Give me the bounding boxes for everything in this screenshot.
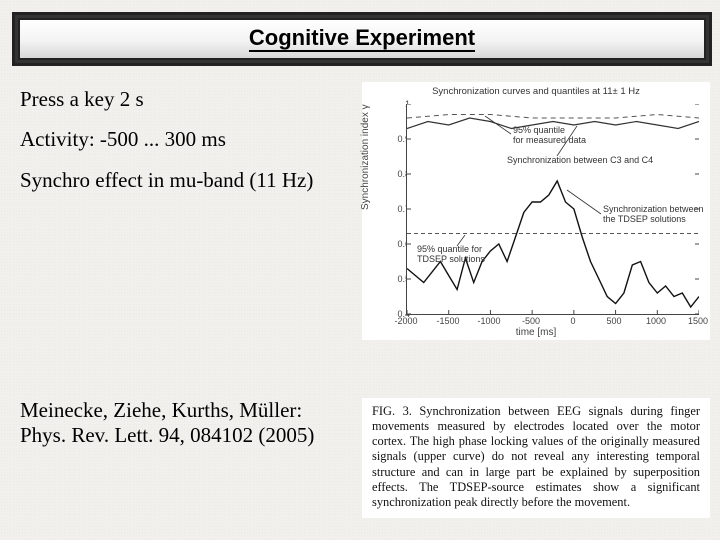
title-inner: Cognitive Experiment <box>18 18 706 60</box>
figure-caption: FIG. 3. Synchronization between EEG sign… <box>362 398 710 518</box>
body-line-1: Press a key 2 s <box>20 86 350 112</box>
reference-block: Meinecke, Ziehe, Kurths, Müller: Phys. R… <box>20 398 340 448</box>
xtick-0: 0 <box>570 316 575 326</box>
body-line-2: Activity: -500 ... 300 ms <box>20 126 350 152</box>
body-text-block: Press a key 2 s Activity: -500 ... 300 m… <box>20 86 350 207</box>
title-frame: Cognitive Experiment <box>12 12 712 66</box>
annot-c3c4: Synchronization between C3 and C4 <box>507 156 653 166</box>
page-title: Cognitive Experiment <box>249 26 475 52</box>
xtick-1000: 1000 <box>646 316 666 326</box>
xtick-n1500: -1500 <box>436 316 459 326</box>
slide-root: Cognitive Experiment Press a key 2 s Act… <box>0 0 720 540</box>
chart-title: Synchronization curves and quantiles at … <box>362 86 710 97</box>
chart-ylabel: Synchronization index γ <box>360 104 371 210</box>
reference-text: Meinecke, Ziehe, Kurths, Müller: Phys. R… <box>20 398 340 448</box>
annot-tdsep: Synchronization between the TDSEP soluti… <box>603 205 704 225</box>
series-measured_95q <box>407 115 699 119</box>
annot-tdsep-95q: 95% quantile for TDSEP solutions <box>417 245 485 265</box>
chart-xlabel: time [ms] <box>362 327 710 338</box>
annot-measured-95q: 95% quantile for measured data <box>513 126 586 146</box>
sync-chart: Synchronization curves and quantiles at … <box>362 82 710 340</box>
xtick-n1000: -1000 <box>477 316 500 326</box>
xtick-1500: 1500 <box>688 316 708 326</box>
xtick-500: 500 <box>606 316 621 326</box>
xtick-n500: -500 <box>522 316 540 326</box>
xtick-n2000: -2000 <box>394 316 417 326</box>
plot-area: 95% quantile for measured data Synchroni… <box>406 104 699 315</box>
body-line-3: Synchro effect in mu-band (11 Hz) <box>20 167 350 193</box>
